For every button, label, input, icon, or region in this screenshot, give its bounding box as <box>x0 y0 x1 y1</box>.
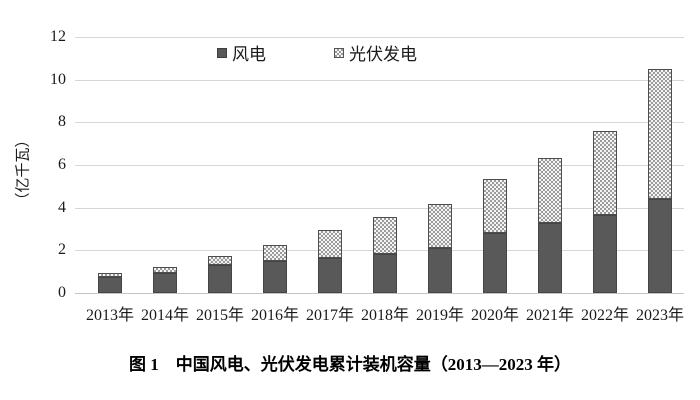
legend-item-wind: 风电 <box>217 40 266 65</box>
x-tick-label: 2016年 <box>250 307 299 324</box>
wind-swatch-icon <box>217 47 227 58</box>
y-tick-label: 10 <box>50 71 66 88</box>
bar-pv-segment <box>263 245 287 261</box>
bar-pv-segment <box>153 267 177 273</box>
bar-pv-segment <box>98 273 122 277</box>
x-tick-label: 2015年 <box>195 307 244 324</box>
gridline <box>75 80 684 81</box>
bar-wind-segment <box>373 254 397 293</box>
y-tick-label: 6 <box>58 156 66 173</box>
bar-wind-segment <box>318 258 342 293</box>
gridline <box>75 122 684 123</box>
bar-pv-segment <box>373 217 397 254</box>
bar-wind-segment <box>208 265 232 293</box>
gridline <box>75 37 684 38</box>
bar-wind-segment <box>648 199 672 293</box>
gridline <box>75 208 684 209</box>
bar-pv-segment <box>318 230 342 258</box>
bar-wind-segment <box>538 223 562 293</box>
y-tick-label: 0 <box>58 284 66 301</box>
plot-area <box>75 37 684 294</box>
bar-wind-segment <box>153 273 177 293</box>
pv-pattern-swatch-icon <box>334 47 344 58</box>
bar-pv-segment <box>593 131 617 215</box>
y-tick-label: 12 <box>50 28 66 45</box>
legend-label-wind: 风电 <box>232 45 266 64</box>
x-tick-label: 2018年 <box>360 307 409 324</box>
figure-caption: 图 1 中国风电、光伏发电累计装机容量（2013—2023 年） <box>129 355 571 374</box>
bar-wind-segment <box>98 277 122 293</box>
x-tick-label: 2017年 <box>305 307 354 324</box>
legend: 风电 光伏发电 <box>217 40 417 65</box>
bar-pv-segment <box>483 179 507 233</box>
y-tick-label: 4 <box>58 199 66 216</box>
bar-wind-segment <box>263 261 287 293</box>
x-tick-label: 2023年 <box>635 307 684 324</box>
legend-item-pv: 光伏发电 <box>334 40 417 65</box>
x-tick-label: 2019年 <box>415 307 464 324</box>
x-tick-label: 2020年 <box>470 307 519 324</box>
bar-wind-segment <box>483 233 507 293</box>
bar-pv-segment <box>208 256 232 265</box>
gridline <box>75 293 684 294</box>
x-tick-label: 2014年 <box>140 307 189 324</box>
bar-pv-segment <box>538 158 562 223</box>
x-tick-label: 2021年 <box>525 307 574 324</box>
y-tick-label: 2 <box>58 241 66 258</box>
bar-wind-segment <box>593 215 617 293</box>
x-tick-label: 2013年 <box>85 307 134 324</box>
y-tick-label: 8 <box>58 113 66 130</box>
bar-pv-segment <box>648 69 672 199</box>
x-tick-label: 2022年 <box>580 307 629 324</box>
bar-pv-segment <box>428 204 452 248</box>
bar-wind-segment <box>428 248 452 293</box>
gridline <box>75 165 684 166</box>
legend-label-pv: 光伏发电 <box>349 45 417 64</box>
